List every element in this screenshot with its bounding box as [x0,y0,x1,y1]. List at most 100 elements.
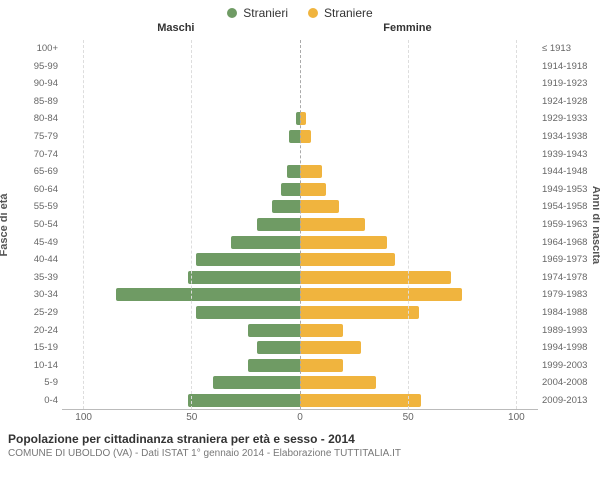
yaxis-left-label: 50-54 [0,216,60,234]
yaxis-left-label: 95-99 [0,58,60,76]
bar-female [300,271,451,284]
yaxis-left: 100+95-9990-9485-8980-8475-7970-7465-696… [0,40,60,410]
bar-male [188,271,301,284]
bar-male [257,218,300,231]
bar-male [248,324,300,337]
bar-female [300,200,339,213]
yaxis-left-label: 60-64 [0,181,60,199]
yaxis-left-label: 20-24 [0,322,60,340]
yaxis-right-label: 1914-1918 [540,58,600,76]
legend-label-male: Stranieri [243,6,288,20]
bar-male [188,394,301,407]
bar-female [300,306,419,319]
footer: Popolazione per cittadinanza straniera p… [0,426,600,459]
yaxis-left-label: 65-69 [0,163,60,181]
yaxis-right-label: 1979-1983 [540,286,600,304]
legend-item-male: Stranieri [227,6,288,20]
yaxis-right-label: 1969-1973 [540,251,600,269]
bar-male [196,306,300,319]
gridline [83,40,84,409]
column-headers: Maschi Femmine [0,22,600,36]
yaxis-right: ≤ 19131914-19181919-19231924-19281929-19… [540,40,600,410]
xaxis-tick: 0 [297,412,303,423]
bar-female [300,324,343,337]
gridline [408,40,409,409]
yaxis-left-label: 10-14 [0,357,60,375]
yaxis-left-label: 45-49 [0,234,60,252]
yaxis-right-label: 1984-1988 [540,304,600,322]
yaxis-right-label: ≤ 1913 [540,40,600,58]
chart-title: Popolazione per cittadinanza straniera p… [8,432,592,446]
bar-female [300,359,343,372]
yaxis-right-label: 1949-1953 [540,181,600,199]
bar-male [257,341,300,354]
yaxis-left-label: 35-39 [0,269,60,287]
bar-female [300,376,376,389]
bar-male [231,236,300,249]
centerline [300,40,301,409]
yaxis-right-label: 1919-1923 [540,75,600,93]
yaxis-left-label: 70-74 [0,146,60,164]
xaxis: 100 50 0 50 100 [0,410,600,426]
bars-male [62,40,300,409]
legend-dot-male [227,8,237,18]
gridline [191,40,192,409]
bar-male [281,183,300,196]
yaxis-left-label: 90-94 [0,75,60,93]
yaxis-right-label: 2004-2008 [540,374,600,392]
xaxis-tick: 100 [508,412,525,423]
bar-female [300,218,365,231]
legend-label-female: Straniere [324,6,373,20]
xaxis-tick: 50 [186,412,197,423]
yaxis-left-label: 80-84 [0,110,60,128]
yaxis-right-label: 1929-1933 [540,110,600,128]
yaxis-left-label: 0-4 [0,392,60,410]
bar-female [300,394,421,407]
legend-item-female: Straniere [308,6,373,20]
yaxis-left-label: 25-29 [0,304,60,322]
yaxis-right-label: 1954-1958 [540,198,600,216]
yaxis-left-label: 55-59 [0,198,60,216]
bar-male [287,165,300,178]
bar-female [300,253,395,266]
yaxis-left-label: 40-44 [0,251,60,269]
gridline [516,40,517,409]
bar-female [300,183,326,196]
bar-female [300,341,361,354]
population-pyramid-chart: Stranieri Straniere Maschi Femmine Fasce… [0,0,600,500]
yaxis-right-label: 1939-1943 [540,146,600,164]
legend: Stranieri Straniere [0,0,600,22]
yaxis-right-label: 2009-2013 [540,392,600,410]
plot [62,40,538,410]
header-male: Maschi [157,22,194,34]
bar-male [289,130,300,143]
bar-male [272,200,300,213]
bar-male [213,376,300,389]
bar-female [300,130,311,143]
yaxis-right-label: 1974-1978 [540,269,600,287]
yaxis-right-label: 1964-1968 [540,234,600,252]
yaxis-right-label: 1999-2003 [540,357,600,375]
plot-area: Fasce di età Anni di nascita 100+95-9990… [0,40,600,410]
bar-female [300,236,387,249]
legend-dot-female [308,8,318,18]
yaxis-left-label: 85-89 [0,93,60,111]
yaxis-left-label: 15-19 [0,339,60,357]
yaxis-left-label: 100+ [0,40,60,58]
bar-male [248,359,300,372]
bar-female [300,165,322,178]
bars-female [300,40,538,409]
bar-female [300,288,462,301]
header-female: Femmine [383,22,431,34]
chart-subtitle: COMUNE DI UBOLDO (VA) - Dati ISTAT 1° ge… [8,448,592,459]
xaxis-tick: 100 [75,412,92,423]
yaxis-right-label: 1934-1938 [540,128,600,146]
bar-male [116,288,300,301]
yaxis-left-label: 75-79 [0,128,60,146]
yaxis-right-label: 1959-1963 [540,216,600,234]
yaxis-right-label: 1924-1928 [540,93,600,111]
yaxis-left-label: 30-34 [0,286,60,304]
xaxis-tick: 50 [403,412,414,423]
bar-male [196,253,300,266]
yaxis-left-label: 5-9 [0,374,60,392]
